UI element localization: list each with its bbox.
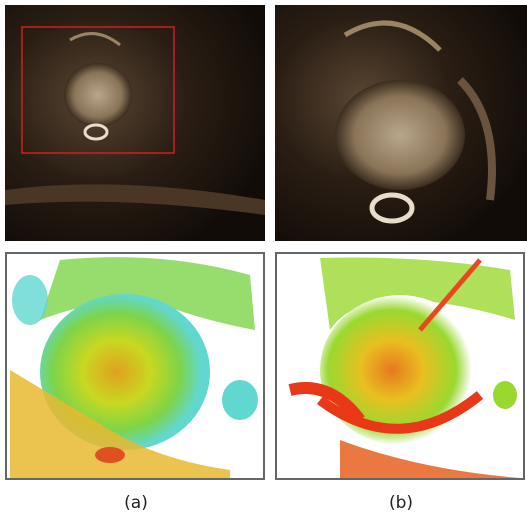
- figure: (a) (b): [0, 0, 527, 518]
- panel-label: (b): [389, 493, 413, 513]
- heatmap-a: [6, 253, 264, 479]
- panel-label: (a): [124, 493, 148, 513]
- heatmap-b: [276, 253, 524, 479]
- page: (a) (b) (() => { const data = JSON.parse…: [0, 0, 527, 518]
- ultrasound-b: [275, 5, 527, 241]
- ultrasound-a: [5, 5, 265, 241]
